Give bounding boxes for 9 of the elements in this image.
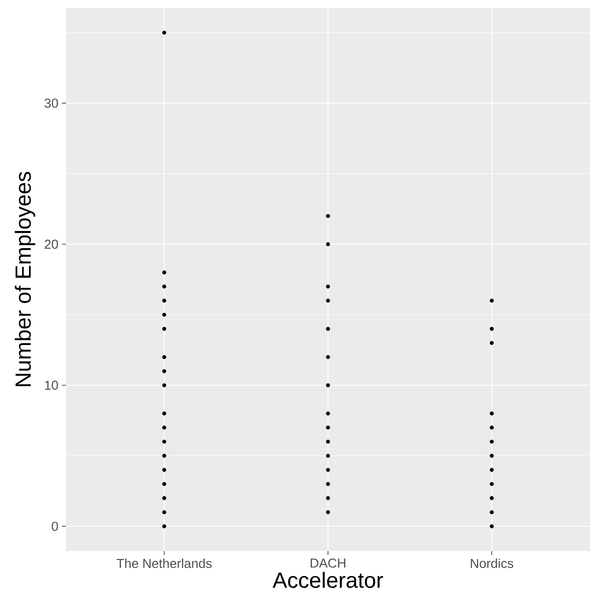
x-tick-label: DACH [310,558,346,568]
y-tick-label: 30 [44,98,58,108]
y-tick-label: 20 [44,240,58,249]
y-axis-title: Number of Employees [14,172,36,386]
x-tick-label: The Netherlands [116,558,212,568]
y-tick-label: 0 [52,522,58,531]
y-tick-label: 10 [45,380,58,390]
x-axis-title: Accelerator [272,572,384,588]
x-tick-label: Nordics [470,558,514,568]
